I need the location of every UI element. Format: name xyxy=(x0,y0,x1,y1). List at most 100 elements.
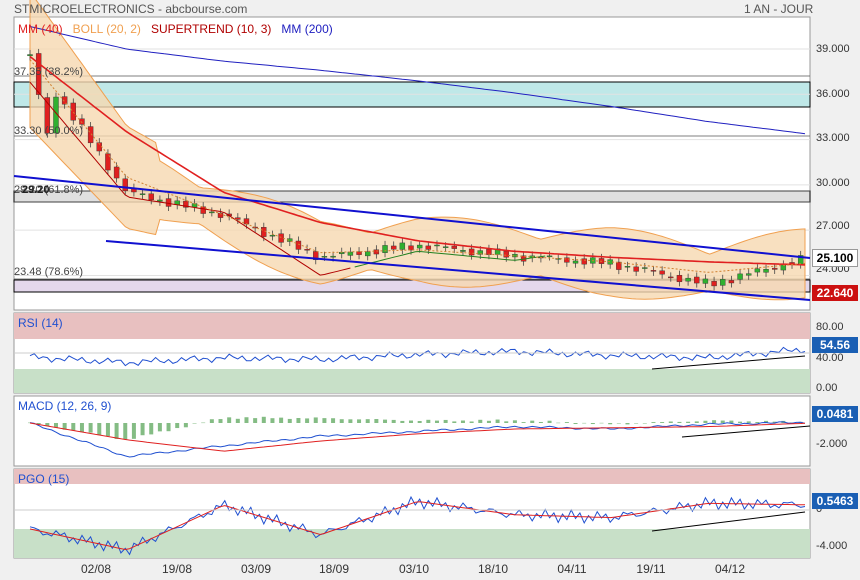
macd-bar xyxy=(183,423,188,428)
candle-body xyxy=(728,280,735,284)
macd-bar xyxy=(764,420,769,423)
macd-bar xyxy=(123,423,128,440)
mm40-line xyxy=(29,55,806,266)
candle-body xyxy=(390,245,397,250)
macd-bar xyxy=(227,417,232,423)
macd-bar xyxy=(287,418,292,423)
rsi-trendline xyxy=(651,355,806,370)
price-tick: 27.000 xyxy=(816,220,850,232)
candle-body xyxy=(503,250,509,258)
candle-body xyxy=(87,126,94,144)
x-tick: 19/08 xyxy=(161,562,193,576)
macd-bar xyxy=(417,420,422,423)
candle-body xyxy=(365,251,371,257)
candle-body xyxy=(295,240,302,250)
candle-body xyxy=(650,270,657,272)
supertrend-line-low xyxy=(354,250,546,268)
price-tick: 39.000 xyxy=(816,43,850,55)
macd-bar xyxy=(62,423,67,430)
candle-body xyxy=(564,257,570,263)
pgo-badge: 0.5463 xyxy=(812,493,858,509)
candle-body xyxy=(685,277,691,282)
macd-bar xyxy=(790,422,795,424)
macd-bar xyxy=(71,423,76,431)
candle-body xyxy=(659,270,665,275)
rsi-legend: RSI (14) xyxy=(18,316,63,330)
macd-bar xyxy=(434,420,439,423)
candle-body xyxy=(269,234,276,237)
macd-bar xyxy=(192,423,197,424)
legend-supertrend: SUPERTREND (10, 3) xyxy=(150,22,272,36)
macd-bar xyxy=(365,419,370,423)
candle-body xyxy=(425,245,432,250)
macd-bar xyxy=(512,420,517,423)
macd-bar xyxy=(244,417,249,423)
macd-bar xyxy=(651,422,656,423)
candle-body xyxy=(105,153,111,171)
pgo-tick: -4.000 xyxy=(816,540,848,552)
macd-bar xyxy=(261,416,266,423)
candle-body xyxy=(408,245,414,251)
macd-bar xyxy=(582,422,587,424)
candle-body xyxy=(278,233,284,243)
candle-body xyxy=(468,248,475,256)
macd-bar xyxy=(279,417,284,423)
macd-bar xyxy=(599,422,604,424)
macd-bar xyxy=(305,418,310,423)
macd-bar xyxy=(642,423,647,424)
legend-mm200: MM (200) xyxy=(281,22,333,36)
price-tick: 33.000 xyxy=(816,132,850,144)
macd-bar xyxy=(686,421,691,423)
macd-bar xyxy=(504,421,509,423)
candle-body xyxy=(321,256,328,258)
macd-bar xyxy=(573,423,578,425)
macd-bar xyxy=(486,420,491,423)
fib-label-786: 23.48 (78.6%) xyxy=(14,266,84,278)
candle-body xyxy=(79,118,85,125)
macd-bar xyxy=(443,419,448,423)
x-tick: 19/11 xyxy=(636,562,666,576)
fib-label-618-level: 29.20 xyxy=(22,184,50,196)
fib-label-500: 33.30 (50.0%) xyxy=(14,125,84,137)
supertrend-line xyxy=(29,81,351,276)
macd-line xyxy=(29,421,806,458)
candle-body xyxy=(304,248,310,251)
pgo-trendline xyxy=(651,511,806,532)
macd-bar xyxy=(97,423,102,436)
candle-body xyxy=(720,279,726,286)
candle-body xyxy=(737,273,743,280)
macd-signal xyxy=(29,422,806,452)
bollinger-middle xyxy=(29,59,806,273)
macd-bar xyxy=(322,418,327,423)
macd-bar xyxy=(157,423,162,432)
x-tick: 03/09 xyxy=(240,562,272,576)
macd-bar xyxy=(426,419,431,423)
candle-body xyxy=(668,276,674,279)
macd-bar xyxy=(114,423,119,439)
macd-tick: -2.000 xyxy=(816,438,848,450)
candle-body xyxy=(217,212,224,218)
rsi-tick: 0.00 xyxy=(816,382,838,394)
macd-bar xyxy=(608,423,613,425)
candle-body xyxy=(209,211,215,214)
macd-legend: MACD (12, 26, 9) xyxy=(18,399,112,413)
macd-bar xyxy=(391,419,396,423)
candle-body xyxy=(434,244,440,247)
macd-bar xyxy=(209,419,214,423)
candle-body xyxy=(460,250,466,252)
macd-bar xyxy=(201,422,206,424)
candle-body xyxy=(572,260,579,264)
macd-bar xyxy=(400,420,405,423)
macd-bar xyxy=(357,419,362,423)
macd-bar xyxy=(703,420,708,423)
macd-bar xyxy=(634,423,639,424)
macd-bar xyxy=(79,423,84,433)
macd-bar xyxy=(564,422,569,423)
macd-bar xyxy=(625,423,630,425)
macd-bar xyxy=(339,419,344,423)
price-tick: 36.000 xyxy=(816,88,850,100)
candle-body xyxy=(616,261,622,270)
candle-body xyxy=(702,278,709,284)
candle-body xyxy=(356,251,362,255)
